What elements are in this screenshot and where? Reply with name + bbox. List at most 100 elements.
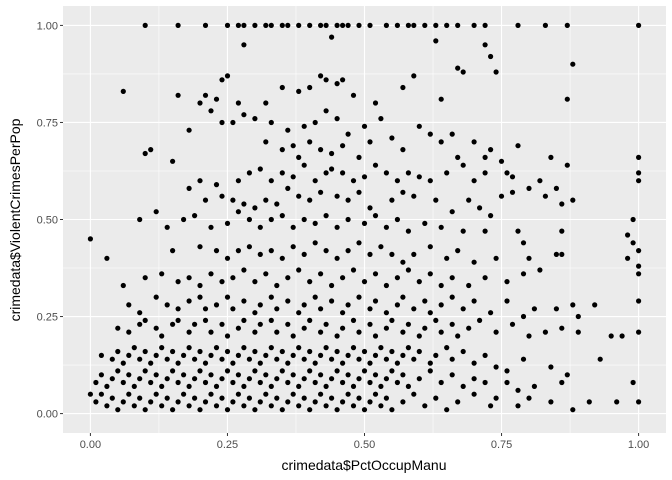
data-point [361, 348, 368, 355]
data-point [241, 298, 247, 304]
data-point [230, 379, 236, 386]
data-point [329, 356, 335, 362]
data-point [290, 352, 296, 358]
data-point [350, 383, 357, 389]
data-point [493, 364, 499, 370]
data-point [175, 279, 181, 285]
data-point [104, 255, 110, 261]
data-point [537, 178, 543, 184]
data-point [175, 360, 181, 366]
data-point [202, 360, 209, 366]
data-points [87, 22, 642, 413]
data-point [241, 383, 247, 389]
data-point [477, 205, 483, 211]
data-point [630, 240, 636, 246]
data-point [455, 65, 461, 71]
data-point [493, 329, 499, 335]
data-point [504, 368, 510, 374]
data-point [197, 282, 203, 289]
data-point [159, 345, 165, 351]
data-point [361, 220, 368, 226]
data-point [416, 123, 422, 129]
data-point [208, 271, 214, 277]
data-point [285, 185, 291, 191]
data-point [279, 147, 285, 153]
data-point [509, 174, 516, 180]
data-point [323, 403, 329, 409]
data-point [142, 407, 148, 413]
data-point [164, 376, 170, 382]
data-point [367, 306, 373, 312]
data-point [301, 162, 307, 168]
data-point [115, 368, 121, 374]
data-point [252, 279, 258, 285]
data-point [329, 282, 335, 289]
data-point [361, 407, 368, 413]
data-point [405, 321, 411, 327]
data-point [433, 317, 439, 323]
data-point [405, 22, 411, 28]
data-point [488, 403, 494, 409]
data-point [202, 306, 209, 312]
data-point [126, 302, 132, 308]
data-point [433, 352, 439, 358]
data-point [257, 166, 263, 172]
data-point [301, 325, 307, 331]
data-point [241, 317, 247, 323]
y-axis-ticks: 0.00 0.25 0.50 0.75 1.00 [37, 20, 63, 421]
data-point [400, 84, 406, 91]
data-point [438, 96, 444, 102]
y-tick-label: 0.25 [37, 312, 58, 324]
data-point [329, 150, 335, 157]
data-point [405, 345, 411, 351]
data-point [559, 325, 565, 331]
data-point [148, 379, 154, 386]
data-point [268, 216, 274, 223]
data-point [230, 306, 236, 312]
data-point [279, 213, 285, 219]
data-point [323, 77, 329, 83]
data-point [279, 22, 285, 28]
data-point [394, 216, 400, 223]
data-point [224, 73, 231, 79]
data-point [252, 22, 258, 28]
data-point [307, 317, 313, 323]
data-point [526, 395, 532, 401]
data-point [433, 38, 439, 44]
data-point [98, 391, 104, 397]
data-point [126, 329, 132, 335]
data-point [120, 88, 126, 94]
data-point [224, 220, 231, 226]
data-point [318, 73, 324, 79]
data-point [307, 139, 313, 145]
data-point [208, 329, 214, 335]
data-point [252, 329, 258, 335]
data-point [279, 368, 285, 374]
data-point [274, 306, 280, 312]
data-point [224, 294, 231, 300]
data-point [531, 306, 538, 312]
data-point [427, 131, 433, 137]
data-point [329, 166, 335, 172]
data-point [340, 399, 346, 405]
data-point [257, 224, 263, 230]
data-point [241, 345, 247, 351]
data-point [400, 259, 406, 265]
data-point [170, 158, 176, 164]
data-point [142, 150, 148, 157]
data-point [334, 22, 340, 28]
data-point [340, 325, 346, 331]
data-point [153, 209, 159, 215]
data-point [493, 395, 499, 401]
data-point [170, 248, 176, 254]
data-point [405, 228, 411, 234]
data-point [263, 372, 269, 378]
data-point [323, 213, 329, 219]
x-tick-label: 1.00 [628, 439, 649, 451]
data-point [285, 399, 291, 405]
data-point [400, 147, 406, 153]
data-point [241, 201, 247, 207]
data-point [493, 255, 499, 261]
data-point [438, 379, 444, 386]
data-point [246, 170, 252, 176]
